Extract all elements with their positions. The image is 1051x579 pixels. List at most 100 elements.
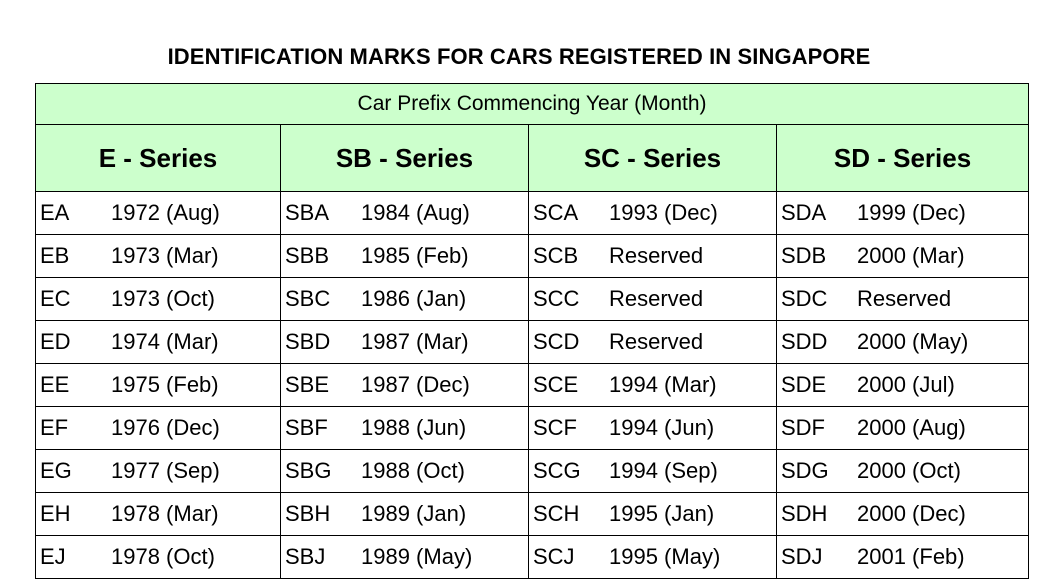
commencing-date: 2000 (Aug) [857,415,966,440]
series-header-sd: SD - Series [775,124,1030,192]
prefix-code: EH [40,501,71,526]
prefix-code: SDG [781,458,829,483]
prefix-code: EF [40,415,69,440]
table-cell-e: EA 1972 (Aug) [35,191,281,235]
table-row: EA 1972 (Aug) SBA 1984 (Aug) SCA 1993 (Dec) SD… [35,191,1030,235]
table-cell-sb: SBH 1989 (Jan) [280,492,529,536]
table-cell-sd: SDF 2000 (Aug) [775,406,1030,450]
table-body: EA 1972 (Aug) SBA 1984 (Aug) SCA 1993 (Dec) SD… [35,191,1030,579]
series-header-row: E - Series SB - Series SC - Series SD - … [35,124,1030,192]
prefix-code: SDC [781,286,828,311]
commencing-date: 1973 (Mar) [111,243,219,268]
table-row: EE 1975 (Feb) SBE 1987 (Dec) SCE 1994 (Mar) SD… [35,363,1030,407]
table-row: EJ 1978 (Oct) SBJ 1989 (May) SCJ 1995 (May) SD… [35,535,1030,579]
table-cell-sc: SCH 1995 (Jan) [528,492,777,536]
table-row: EF 1976 (Dec) SBF 1988 (Jun) SCF 1994 (Jun) SD… [35,406,1030,450]
prefix-code: EB [40,243,70,268]
commencing-date: 1974 (Mar) [111,329,219,354]
table-cell-sc: SCD Reserved [528,320,777,364]
table-cell-sb: SBJ 1989 (May) [280,535,529,579]
table-cell-sc: SCJ 1995 (May) [528,535,777,579]
commencing-date: 1985 (Feb) [361,243,469,268]
table-cell-sd: SDD 2000 (May) [775,320,1030,364]
commencing-date: 1977 (Sep) [111,458,220,483]
commencing-date: 2000 (Jul) [857,372,955,397]
prefix-code: SBA [285,200,330,225]
table-cell-sd: SDC Reserved [775,277,1030,321]
prefix-code: SCH [533,501,580,526]
commencing-date: 1994 (Mar) [609,372,717,397]
table-caption: Car Prefix Commencing Year (Month) [34,83,1030,125]
prefix-code: SDB [781,243,827,268]
commencing-date: 1986 (Jan) [361,286,467,311]
commencing-date: 1987 (Dec) [361,372,470,397]
prefix-code: SDA [781,200,827,225]
prefix-code: SCG [533,458,581,483]
prefix-code: SCA [533,200,579,225]
table-cell-sb: SBG 1988 (Oct) [280,449,529,493]
commencing-date: 1973 (Oct) [111,286,215,311]
table-cell-sd: SDH 2000 (Dec) [775,492,1030,536]
prefix-code: SBB [285,243,330,268]
table-cell-sb: SBF 1988 (Jun) [280,406,529,450]
prefix-code: SBE [285,372,330,397]
commencing-date: 1988 (Oct) [361,458,465,483]
prefix-code: SCE [533,372,579,397]
table-cell-e: ED 1974 (Mar) [35,320,281,364]
prefix-code: EC [40,286,71,311]
prefix-code: EA [40,200,70,225]
table-cell-sd: SDB 2000 (Mar) [775,234,1030,278]
document-title: IDENTIFICATION MARKS FOR CARS REGISTERED… [167,44,871,69]
series-header-sc: SC - Series [528,124,777,192]
table-cell-e: EE 1975 (Feb) [35,363,281,407]
table-cell-e: EF 1976 (Dec) [35,406,281,450]
commencing-date: 1993 (Dec) [609,200,718,225]
table-row: EB 1973 (Mar) SBB 1985 (Feb) SCB Reserved SDB 2… [35,234,1030,278]
table-cell-sb: SBA 1984 (Aug) [280,191,529,235]
prefix-code: SDE [781,372,827,397]
table-caption-row: Car Prefix Commencing Year (Month) [34,83,1030,125]
table-cell-e: EH 1978 (Mar) [35,492,281,536]
table-cell-sd: SDJ 2001 (Feb) [775,535,1030,579]
table-cell-sb: SBE 1987 (Dec) [280,363,529,407]
commencing-date: 1978 (Mar) [111,501,219,526]
commencing-date: 1972 (Aug) [111,200,220,225]
table-cell-e: EC 1973 (Oct) [35,277,281,321]
prefix-code: SBG [285,458,332,483]
prefix-code: SBH [285,501,331,526]
prefix-code: SDF [781,415,825,440]
prefix-code: SBC [285,286,331,311]
commencing-date: 2001 (Feb) [857,544,965,569]
commencing-date: Reserved [609,329,704,354]
commencing-date: 1988 (Jun) [361,415,467,440]
commencing-date: 2000 (Oct) [857,458,961,483]
table-cell-sc: SCC Reserved [528,277,777,321]
commencing-date: 1989 (Jan) [361,501,467,526]
commencing-date: 2000 (Dec) [857,501,966,526]
table-cell-e: EJ 1978 (Oct) [35,535,281,579]
table-cell-sd: SDG 2000 (Oct) [775,449,1030,493]
table-row: EH 1978 (Mar) SBH 1989 (Jan) SCH 1995 (Jan) SD… [35,492,1030,536]
table-cell-sc: SCA 1993 (Dec) [528,191,777,235]
prefix-code: EG [40,458,72,483]
table-cell-sc: SCG 1994 (Sep) [528,449,777,493]
prefix-code: SBJ [285,544,326,569]
table-row: EG 1977 (Sep) SBG 1988 (Oct) SCG 1994 (Sep) SD… [35,449,1030,493]
prefix-code: EJ [40,544,66,569]
commencing-date: 1994 (Sep) [609,458,718,483]
commencing-date: 2000 (Mar) [857,243,965,268]
table-cell-sb: SBD 1987 (Mar) [280,320,529,364]
series-header-e: E - Series [35,124,281,192]
prefix-code: ED [40,329,71,354]
prefix-code: SCD [533,329,580,354]
table-cell-sb: SBC 1986 (Jan) [280,277,529,321]
commencing-date: 1987 (Mar) [361,329,469,354]
commencing-date: Reserved [609,243,704,268]
prefix-code: SDD [781,329,828,354]
table-cell-sc: SCE 1994 (Mar) [528,363,777,407]
table-cell-sc: SCF 1994 (Jun) [528,406,777,450]
prefix-code: SDH [781,501,828,526]
table-row: ED 1974 (Mar) SBD 1987 (Mar) SCD Reserved SDD 2… [35,320,1030,364]
commencing-date: 1984 (Aug) [361,200,470,225]
table-cell-sb: SBB 1985 (Feb) [280,234,529,278]
